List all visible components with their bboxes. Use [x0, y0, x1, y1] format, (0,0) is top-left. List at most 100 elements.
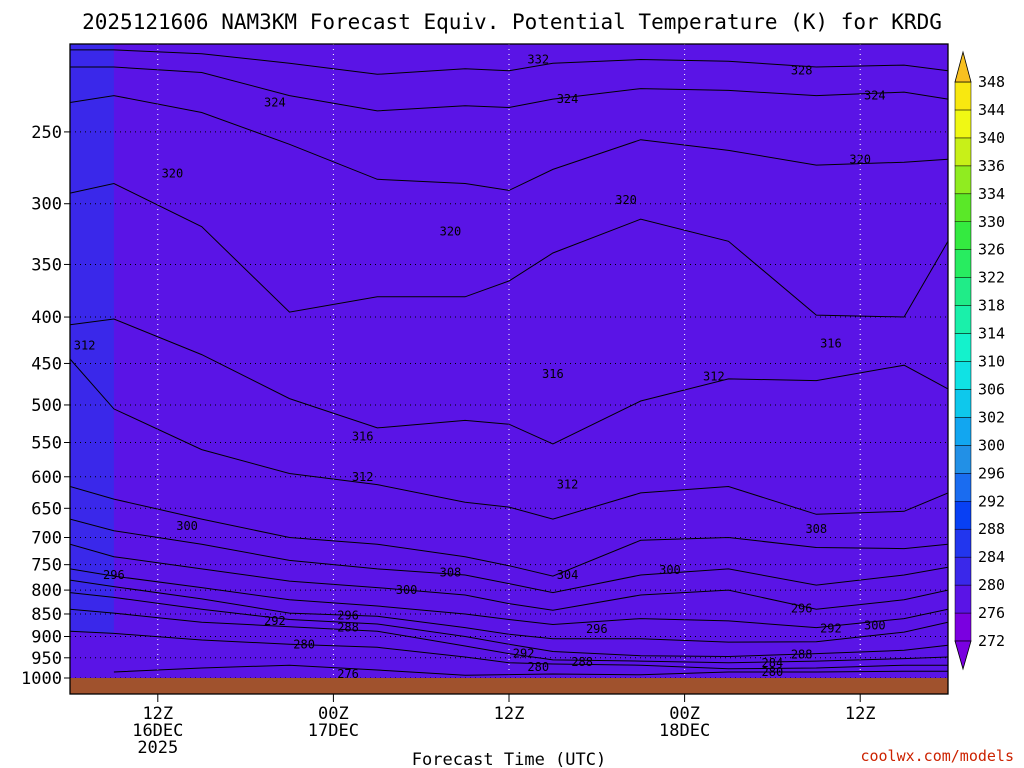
colorbar-swatch — [954, 333, 972, 362]
contour-label: 308 — [440, 565, 462, 579]
contour-label: 320 — [162, 167, 184, 181]
contour-lines — [70, 49, 948, 676]
colorbar-label: 302 — [978, 408, 1005, 426]
colorbar-min-arrow — [954, 640, 972, 671]
contour-label: 312 — [703, 369, 725, 383]
y-tick-label: 950 — [31, 649, 62, 669]
contour-line-276 — [113, 664, 948, 676]
contour-label: 328 — [791, 64, 813, 78]
contour-line-328 — [70, 66, 948, 112]
contour-labels: 332 328 324 324 324 320 320 320 320 316 316 316 312 3… — [74, 52, 886, 681]
colorbar-swatch — [954, 612, 972, 642]
contour-label: 308 — [805, 522, 827, 536]
x-tick-label: 16DEC — [132, 721, 183, 741]
contour-label: 332 — [527, 52, 549, 66]
colorbar-swatch — [954, 445, 972, 474]
y-axis: 2503003504004505005506006507007508008509… — [21, 123, 70, 689]
contour-label: 300 — [659, 563, 681, 577]
colorbar-label: 348 — [978, 73, 1005, 91]
contour-label: 288 — [571, 655, 593, 669]
colorbar-swatch — [954, 81, 972, 111]
colorbar-swatch — [954, 193, 972, 223]
colorbar-label: 318 — [978, 297, 1005, 315]
colorbar-swatch — [954, 584, 972, 614]
colorbar-swatch — [954, 277, 972, 306]
y-tick-label: 800 — [31, 581, 62, 601]
y-tick-label: 550 — [31, 433, 62, 453]
colorbar-swatch — [954, 109, 972, 139]
contour-label: 320 — [849, 152, 871, 166]
y-tick-label: 650 — [31, 499, 62, 519]
contour-line-312 — [70, 358, 948, 520]
colorbar-label: 340 — [978, 129, 1005, 147]
colorbar-label: 280 — [978, 576, 1005, 594]
y-tick-label: 1000 — [21, 669, 62, 689]
contour-line-284 — [70, 608, 948, 664]
contour-line-296 — [70, 568, 948, 629]
contour-line-280 — [70, 630, 948, 670]
y-tick-label: 350 — [31, 255, 62, 275]
x-tick-label: 12Z — [142, 704, 173, 724]
contour-label: 292 — [820, 622, 842, 636]
contour-line-304 — [70, 518, 948, 594]
colorbar-swatch — [954, 501, 972, 530]
y-tick-label: 600 — [31, 468, 62, 488]
colorbar-label: 276 — [978, 604, 1005, 622]
colorbar-label: 300 — [978, 436, 1005, 454]
contour-label: 300 — [864, 618, 886, 632]
x-tick-label: 00Z — [318, 704, 349, 724]
contour-label: 288 — [337, 621, 359, 635]
x-tick-label: 12Z — [845, 704, 876, 724]
contour-line-308 — [70, 486, 948, 577]
contour-label: 316 — [352, 430, 374, 444]
contour-label: 288 — [791, 647, 813, 661]
y-tick-label: 500 — [31, 396, 62, 416]
colorbar-swatch — [954, 361, 972, 390]
colorbar-swatch — [954, 528, 972, 558]
contour-label: 280 — [293, 637, 315, 651]
contour-label: 324 — [557, 92, 579, 106]
contour-label: 324 — [864, 89, 886, 103]
contour-label: 296 — [337, 608, 359, 622]
colorbar-swatch — [954, 389, 972, 418]
colorbar-swatch — [954, 221, 972, 250]
colorbar-label: 326 — [978, 241, 1005, 259]
colorbar-swatch — [954, 473, 972, 502]
colorbar-label: 292 — [978, 492, 1005, 510]
chart-title: 2025121606 NAM3KM Forecast Equiv. Potent… — [82, 10, 942, 34]
x-axis-label: Forecast Time (UTC) — [412, 750, 606, 768]
contour-label: 320 — [440, 225, 462, 239]
contour-line-316 — [70, 318, 948, 445]
contour-line-292 — [70, 579, 948, 643]
y-tick-label: 850 — [31, 605, 62, 625]
colorbar-label: 334 — [978, 185, 1005, 203]
contour-label: 296 — [103, 568, 125, 582]
contour-label: 300 — [396, 583, 418, 597]
colorbar-max-arrow — [954, 50, 972, 83]
contour-label: 284 — [762, 656, 784, 670]
y-tick-label: 300 — [31, 195, 62, 215]
x-tick-label: 12Z — [494, 704, 525, 724]
ground-surface — [70, 678, 948, 694]
colorbar-swatch — [954, 249, 972, 278]
colorbar-label: 322 — [978, 269, 1005, 287]
colorbar-label: 314 — [978, 325, 1005, 343]
contour-label: 296 — [791, 601, 813, 615]
x-tick-label: 18DEC — [659, 721, 710, 741]
contour-line-324 — [70, 95, 948, 191]
colorbar: 272 276 280 284 288 292 296 300 302 306 310 314 318 3… — [954, 50, 1005, 671]
contour-label: 304 — [557, 568, 579, 582]
x-tick-label: 17DEC — [308, 721, 359, 741]
contour-line-320 — [70, 182, 948, 318]
contour-label: 312 — [352, 470, 374, 484]
contour-label: 296 — [586, 622, 608, 636]
x-tick-label: 00Z — [669, 704, 700, 724]
colorbar-label: 310 — [978, 353, 1005, 371]
grid-lines — [70, 44, 948, 678]
y-tick-label: 250 — [31, 123, 62, 143]
colorbar-label: 288 — [978, 520, 1005, 538]
contour-label: 312 — [557, 478, 579, 492]
x-tick-label: 2025 — [137, 738, 178, 758]
